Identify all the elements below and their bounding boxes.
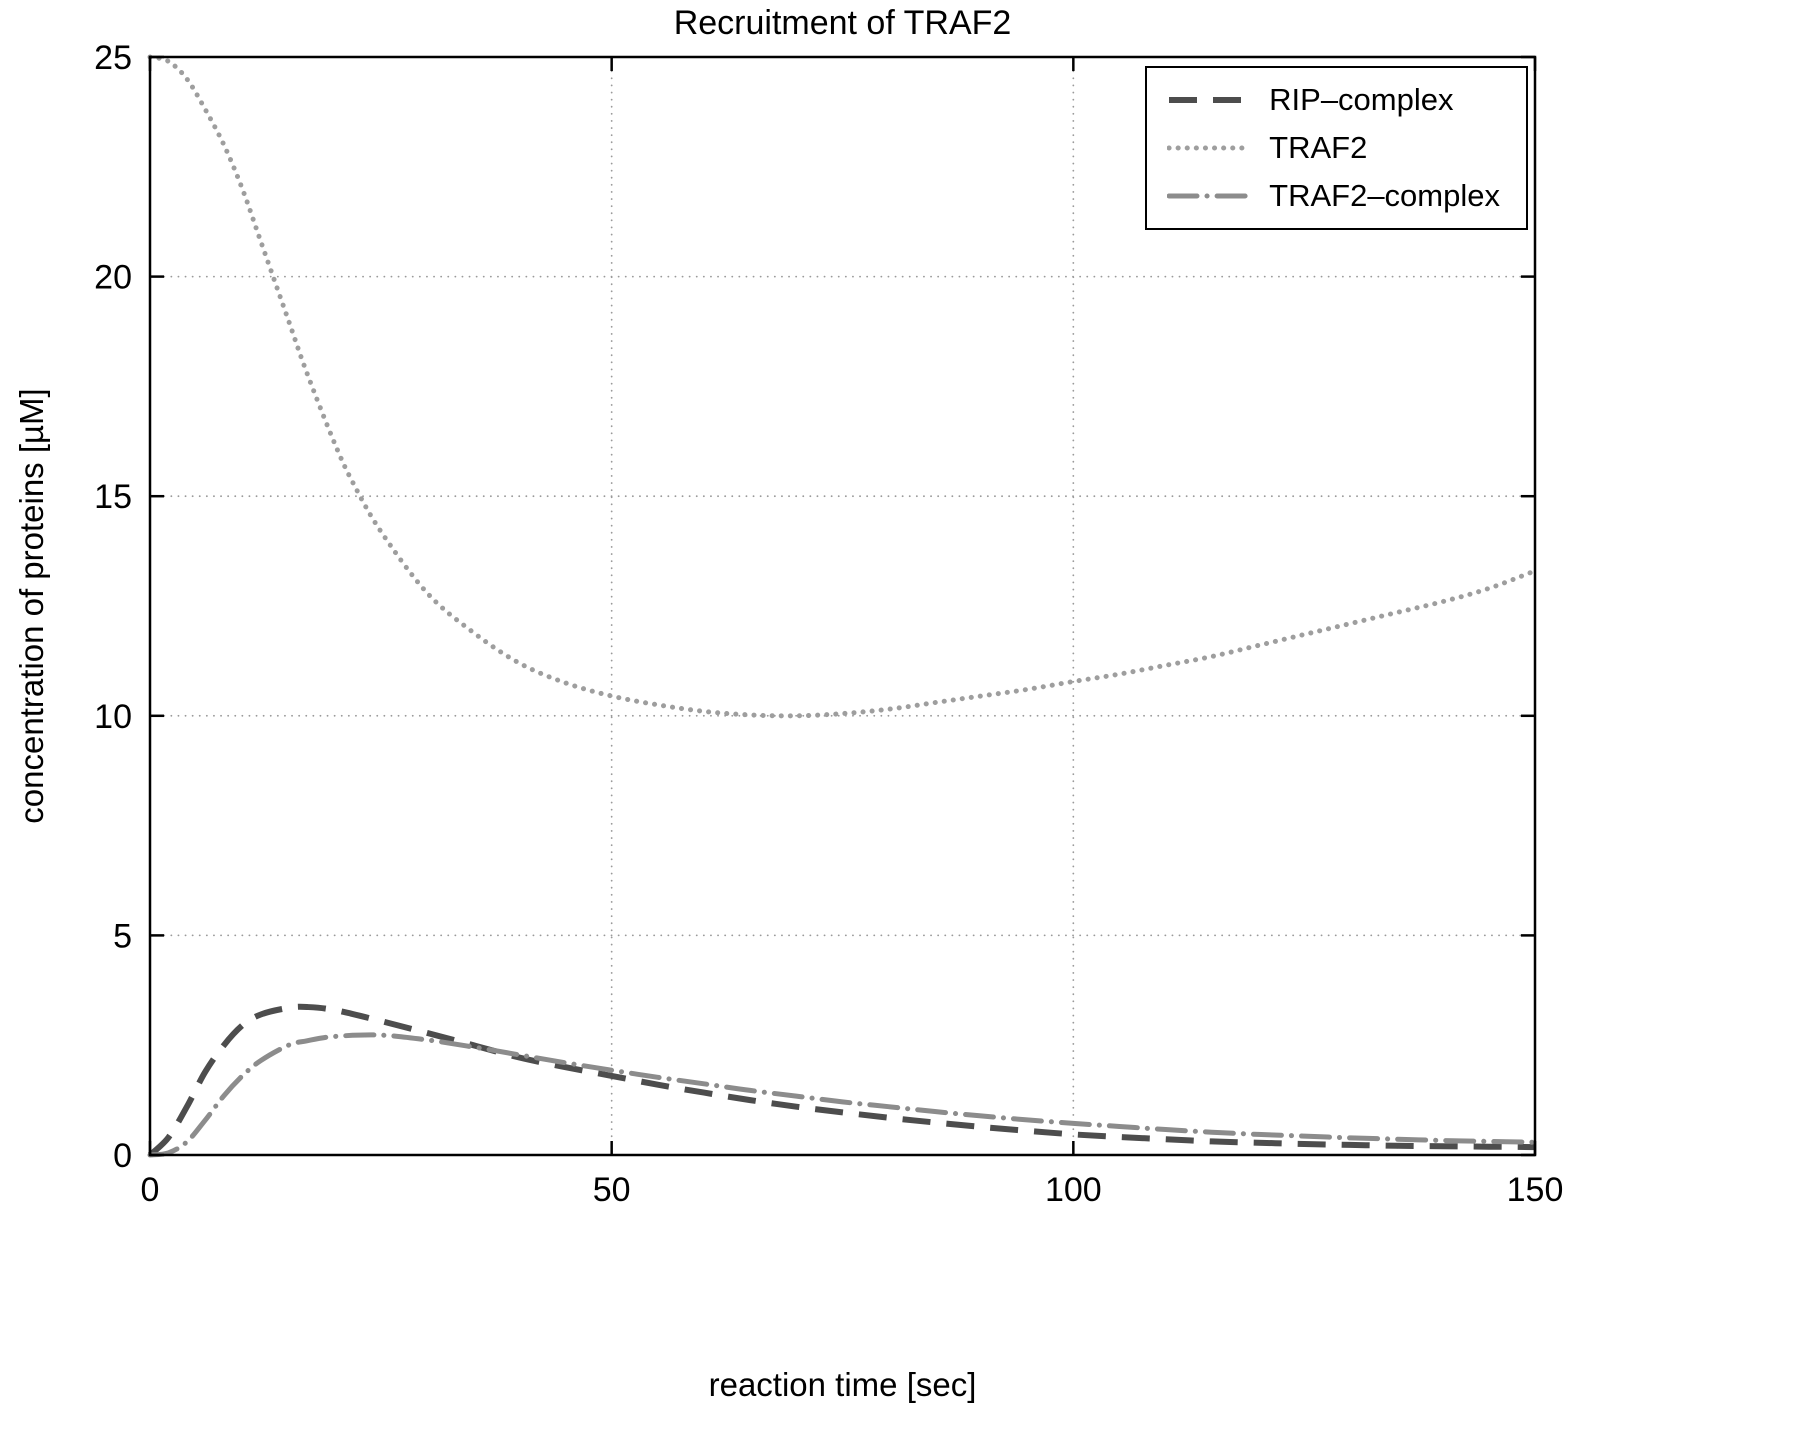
legend-line-sample-dashdot <box>1167 193 1250 199</box>
x-tick-label: 150 <box>1507 1171 1564 1209</box>
legend: RIP–complex TRAF2 TRAF2–complex <box>1145 66 1528 230</box>
y-tick-label: 20 <box>94 259 132 297</box>
series-line-1 <box>147 54 1538 719</box>
y-tick-label: 25 <box>94 39 132 77</box>
x-tick-label: 50 <box>593 1171 631 1209</box>
legend-item-label: TRAF2 <box>1269 130 1368 165</box>
legend-line-sample-dashed <box>1169 97 1248 103</box>
y-tick-label: 15 <box>94 478 132 516</box>
series-line-2 <box>147 1032 1538 1158</box>
legend-line-sample-dotted <box>1167 145 1250 151</box>
y-tick-label: 10 <box>94 698 132 736</box>
x-tick-label: 0 <box>141 1171 160 1209</box>
legend-item-label: TRAF2–complex <box>1269 178 1500 213</box>
y-tick-label: 5 <box>113 917 132 955</box>
legend-item: TRAF2 <box>1167 128 1500 168</box>
y-axis-label: concentration of proteins [µM] <box>13 388 50 824</box>
legend-item: RIP–complex <box>1167 80 1500 120</box>
legend-item-label: RIP–complex <box>1269 82 1454 117</box>
x-tick-label: 100 <box>1045 1171 1102 1209</box>
y-tick-label: 0 <box>113 1137 132 1175</box>
series-line-0 <box>147 1003 1536 1158</box>
x-axis-label: reaction time [sec] <box>708 1366 977 1403</box>
chart-title: Recruitment of TRAF2 <box>673 4 1012 42</box>
legend-item: TRAF2–complex <box>1167 176 1500 216</box>
plot-frame <box>148 55 1537 1157</box>
